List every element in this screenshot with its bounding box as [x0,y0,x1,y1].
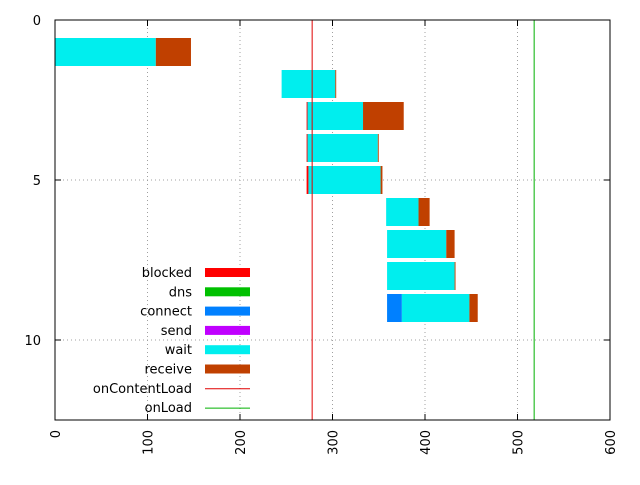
x-tick-label: 100 [142,430,157,455]
bar-blocked [306,166,309,194]
bar-wait [386,198,419,226]
bar-blocked [306,134,308,162]
y-tick-label: 0 [33,14,41,29]
legend-label-onContentLoad: onContentLoad [93,382,192,397]
bar-receive [446,230,455,258]
x-tick-label: 0 [49,430,64,438]
legend-swatch-wait [205,345,250,355]
legend-label-wait: wait [165,343,192,358]
legend-label-dns: dns [169,285,192,300]
bar-wait [308,166,381,194]
bar-connect [387,294,402,322]
bar-wait [307,134,378,162]
x-tick-label: 200 [234,430,249,455]
x-tick-label: 400 [419,430,434,455]
legend-label-onLoad: onLoad [145,401,192,416]
legend-label-blocked: blocked [142,266,192,281]
legend-swatch-dns [205,287,250,297]
legend-swatch-send [205,325,250,335]
y-tick-label: 5 [33,174,41,189]
bar-receive [454,262,456,290]
bar-wait [387,262,455,290]
legend-label-send: send [161,324,192,339]
legend-swatch-connect [205,306,250,316]
x-tick-label: 600 [604,430,619,455]
x-tick-label: 500 [512,430,527,455]
bar-wait [401,294,470,322]
legend-label-receive: receive [144,363,192,378]
legend-swatch-receive [205,364,250,374]
bar-receive [155,38,191,66]
legend-swatch-blocked [205,268,250,277]
bar-receive [380,166,383,194]
y-tick-label: 10 [24,334,41,349]
legend-label-connect: connect [140,305,192,320]
bar-receive [363,102,404,130]
bar-blocked [306,102,308,130]
bar-receive [335,70,337,98]
bar-wait [307,102,364,130]
bar-wait [55,38,156,66]
bar-receive [418,198,430,226]
bar-receive [469,294,478,322]
bar-wait [281,70,336,98]
bar-wait [387,230,447,258]
x-tick-label: 300 [327,430,342,455]
bar-receive [377,134,379,162]
